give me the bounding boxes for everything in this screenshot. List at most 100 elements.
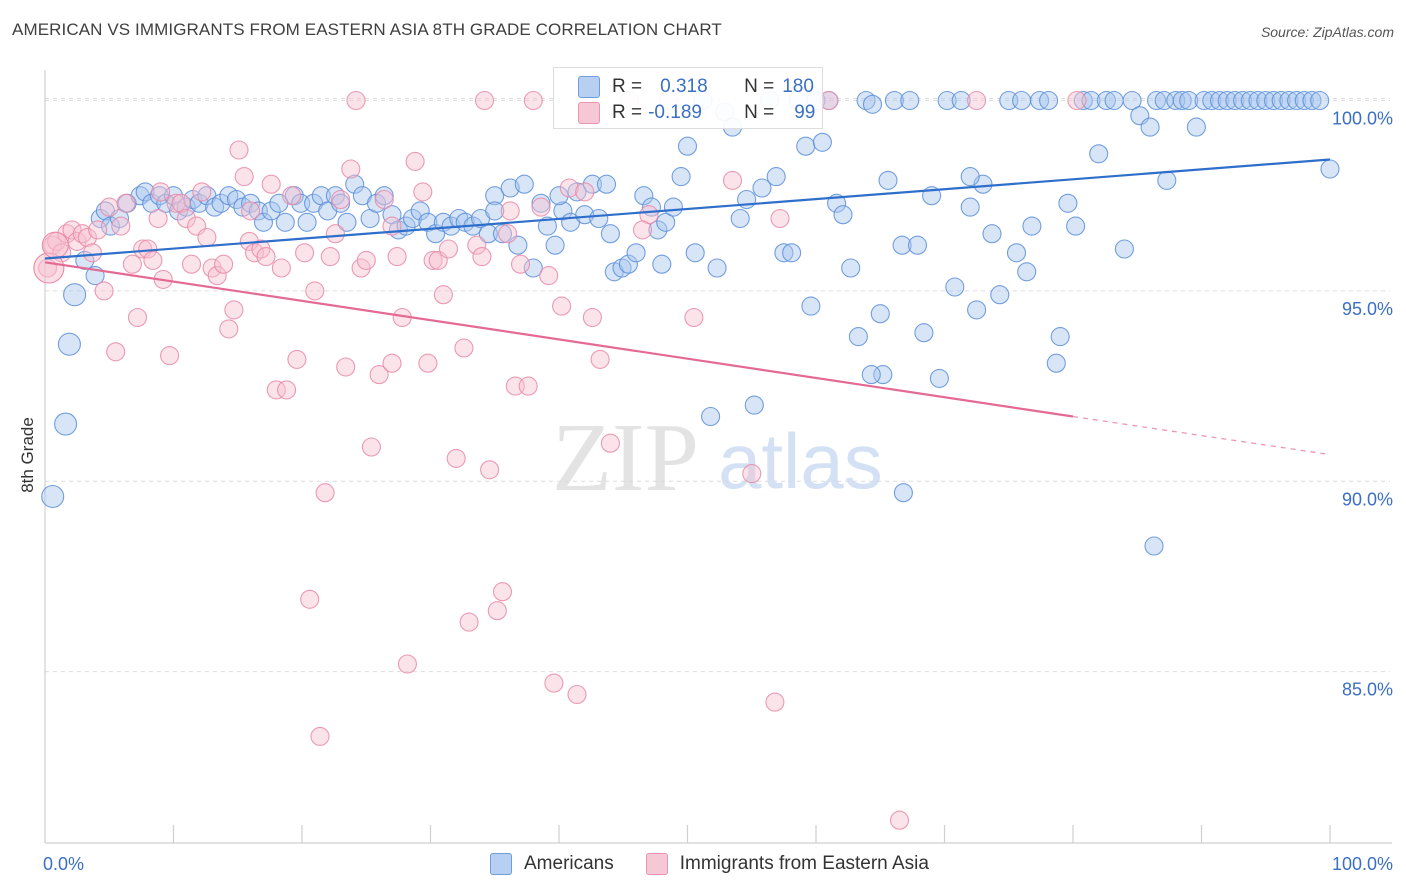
immigrants-swatch <box>578 102 600 124</box>
immigrants-point <box>575 182 595 202</box>
americans-point <box>873 365 893 385</box>
americans-point <box>960 197 980 217</box>
americans-point <box>485 186 505 206</box>
immigrants-point <box>523 90 543 111</box>
y-tick-label: 95.0% <box>1342 299 1393 319</box>
americans-point <box>596 174 617 194</box>
stats-row-americans: R = 0.318 N = 180 <box>578 74 814 100</box>
immigrants-point <box>116 193 136 213</box>
immigrants-point <box>361 437 381 457</box>
americans-point <box>893 483 913 503</box>
immigrants-point <box>765 692 785 712</box>
americans-point <box>1287 90 1307 111</box>
legend: Americans Immigrants from Eastern Asia <box>490 851 961 877</box>
immigrants-point <box>271 258 291 278</box>
immigrants-point <box>492 582 513 602</box>
immigrants-point <box>742 464 762 484</box>
americans-point <box>677 136 698 156</box>
americans-point <box>1114 239 1134 259</box>
immigrants-point <box>346 90 366 111</box>
immigrants-point <box>374 189 394 210</box>
americans-point <box>500 178 520 198</box>
immigrants-point <box>967 90 987 111</box>
immigrants-point <box>552 296 572 316</box>
americans-point <box>951 90 971 111</box>
americans-point <box>537 216 557 236</box>
y-tick-label: 85.0% <box>1342 680 1393 700</box>
immigrants-point <box>722 170 743 190</box>
immigrants-point <box>487 601 507 621</box>
americans-point <box>492 224 513 244</box>
immigrants-n-value: 99 <box>794 102 816 123</box>
legend-item-immigrants[interactable]: Immigrants from Eastern Asia <box>645 853 929 875</box>
immigrants-point <box>331 189 351 210</box>
americans-point <box>701 406 721 427</box>
americans-point <box>226 189 247 210</box>
immigrants-point <box>62 220 82 240</box>
y-axis-label: 8th Grade <box>18 417 37 493</box>
y-tick-label: 90.0% <box>1342 489 1393 509</box>
immigrants-point <box>151 182 171 202</box>
americans-r-value: 0.318 <box>660 76 708 97</box>
immigrants-point <box>518 376 538 396</box>
immigrants-point <box>106 342 126 362</box>
immigrants-point <box>181 254 202 274</box>
immigrants-point <box>336 357 356 377</box>
immigrants-point <box>192 182 212 202</box>
immigrants-point <box>387 247 407 267</box>
americans-point <box>861 365 881 385</box>
watermark-zip: ZIP <box>552 404 699 512</box>
americans-point <box>900 90 920 111</box>
americans-point <box>1186 117 1206 137</box>
americans-trend-line <box>44 158 1331 260</box>
immigrants-point <box>256 247 276 267</box>
immigrants-points <box>33 90 1087 830</box>
americans-point <box>549 186 569 206</box>
americans-point <box>1096 90 1116 111</box>
immigrants-point <box>467 235 487 255</box>
trend-lines <box>44 158 1331 456</box>
americans-point <box>626 243 646 263</box>
americans-point <box>1146 90 1167 111</box>
immigrants-point <box>320 247 340 267</box>
americans-point <box>1240 90 1260 111</box>
americans-point <box>54 412 78 436</box>
legend-item-americans[interactable]: Americans <box>490 853 614 875</box>
americans-point <box>553 201 573 221</box>
immigrants-point <box>889 810 910 830</box>
americans-point <box>337 212 357 232</box>
americans-point <box>1140 117 1160 137</box>
americans-point <box>575 205 595 225</box>
americans-point <box>812 132 832 152</box>
chart-title: AMERICAN VS IMMIGRANTS FROM EASTERN ASIA… <box>12 20 722 39</box>
americans-point <box>275 212 295 232</box>
americans-point <box>1104 90 1124 111</box>
americans-point <box>1279 90 1299 111</box>
americans-point <box>1089 144 1109 164</box>
americans-point <box>545 235 565 255</box>
immigrants-point <box>166 193 186 213</box>
americans-point <box>774 243 794 263</box>
americans-point <box>1179 90 1199 111</box>
immigrants-point <box>127 307 148 328</box>
immigrants-point <box>99 197 119 217</box>
americans-point <box>1039 90 1059 111</box>
americans-point <box>656 212 676 232</box>
source-label: Source: ZipAtlas.com <box>1260 24 1394 40</box>
immigrants-point <box>413 182 433 202</box>
americans-point <box>402 208 423 229</box>
americans-point <box>1073 90 1093 111</box>
immigrants-point <box>418 353 438 373</box>
immigrants-point <box>684 307 704 328</box>
tick-labels: 85.0% 90.0% 95.0% 100.0% 0.0% 100.0% <box>43 108 1393 874</box>
immigrants-point <box>531 197 551 217</box>
immigrants-point <box>224 300 244 320</box>
immigrants-point <box>143 250 163 270</box>
americans-point <box>1012 90 1032 111</box>
americans-point <box>1122 90 1142 111</box>
immigrants-point <box>197 227 217 248</box>
americans-point <box>914 323 934 343</box>
americans-point <box>1046 353 1066 373</box>
immigrants-point <box>315 483 335 503</box>
